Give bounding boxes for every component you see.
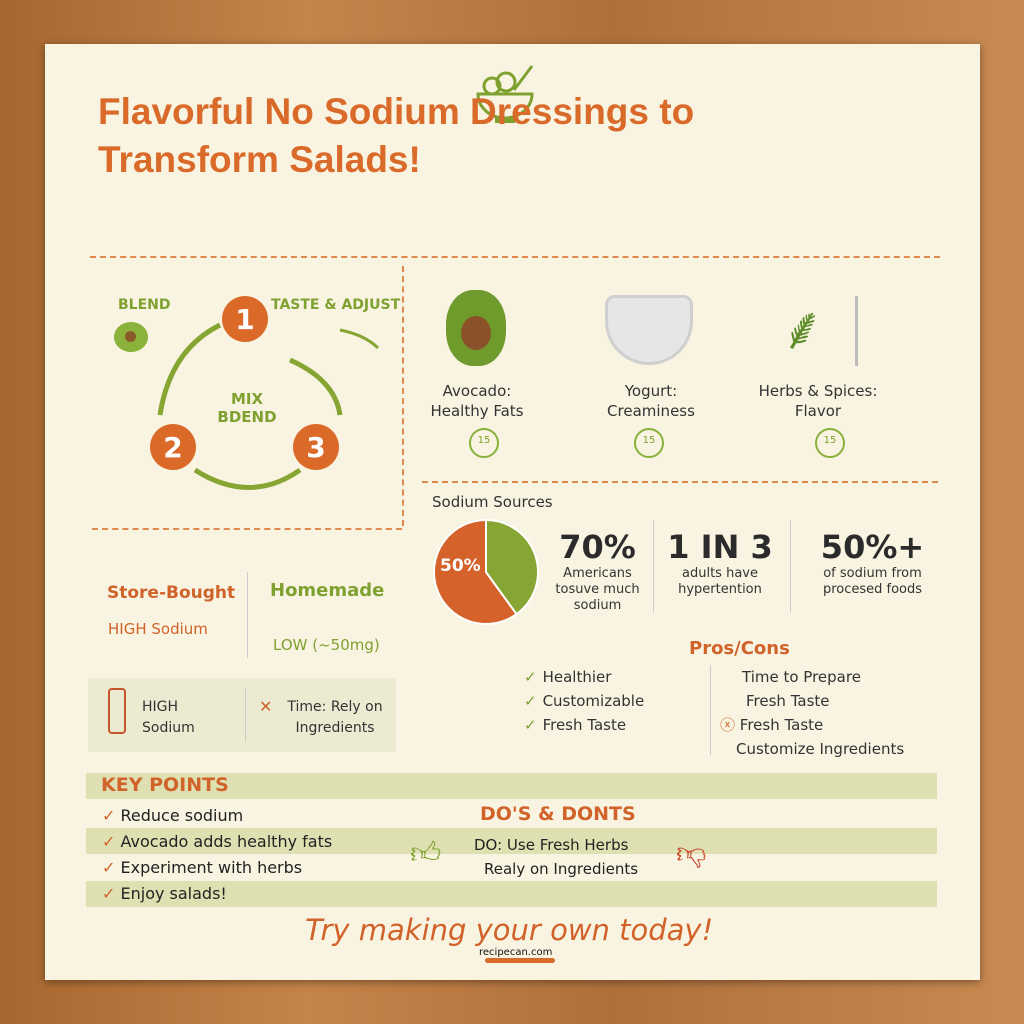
herbs-icon: ⸙ xyxy=(780,294,825,364)
watermark: recipecan.com xyxy=(479,947,553,958)
timer-icon: 15 xyxy=(634,428,664,458)
check-icon: ✓ xyxy=(524,716,537,734)
check-icon: ✓ xyxy=(102,806,121,825)
whisk-icon xyxy=(485,958,555,963)
pie-label: 50% xyxy=(440,556,481,576)
timer-icon: 15 xyxy=(469,428,499,458)
avocado-icon xyxy=(114,322,148,352)
step-1: 1 xyxy=(222,296,268,342)
timer-icon: 15 xyxy=(815,428,845,458)
store-bought-label: Store-Bought xyxy=(107,583,236,603)
blend-label: BLEND xyxy=(118,297,171,313)
step-2: 2 xyxy=(150,424,196,470)
mix-blend-label: MIX BDEND xyxy=(217,390,277,426)
salad-bowl-icon xyxy=(476,65,534,123)
cycle-arrows xyxy=(157,322,380,490)
divider xyxy=(790,520,791,612)
infographic-card xyxy=(45,44,980,980)
sodium-heading: Sodium Sources xyxy=(432,493,553,511)
pros-cons-heading: Pros/Cons xyxy=(689,638,790,659)
thumbs-down-icon: 👎︎ xyxy=(676,836,707,871)
ingredient-herbs: Herbs & Spices: Flavor xyxy=(758,382,878,420)
divider xyxy=(247,572,248,658)
taste-adjust-label: TASTE & ADJUST xyxy=(271,297,401,313)
pie-slice-0 xyxy=(433,518,518,625)
sodium-pie-chart xyxy=(433,518,539,625)
check-icon: ✓ xyxy=(524,668,537,686)
x-circle-icon: ⓧ xyxy=(720,716,740,734)
stat-value: 1 IN 3 xyxy=(667,528,773,566)
cons-list: Time to Prepare Fresh Taste ⓧ Fresh Tast… xyxy=(720,668,905,758)
pie-slice-1 xyxy=(485,518,539,616)
avocado-icon xyxy=(446,290,506,366)
thumbs-up-icon: 👍︎ xyxy=(410,836,442,871)
divider xyxy=(653,520,654,612)
key-points-list: ✓ Reduce sodium ✓ Avocado adds healthy f… xyxy=(102,806,333,903)
spoon-icon xyxy=(855,296,869,366)
page-title: Flavorful No Sodium Dressings to Transfo… xyxy=(98,91,695,180)
check-icon: ✓ xyxy=(102,858,121,877)
divider xyxy=(422,481,938,483)
sodium-comparison-box xyxy=(88,678,396,752)
divider xyxy=(90,256,940,258)
ingredient-yogurt: Yogurt: Creaminess xyxy=(607,382,695,420)
pros-list: ✓ Healthier ✓ Customizable ✓ Fresh Taste xyxy=(524,668,645,734)
check-icon: ✓ xyxy=(102,832,121,851)
call-to-action: Try making your own today! xyxy=(305,913,714,947)
step-3: 3 xyxy=(293,424,339,470)
divider xyxy=(92,528,402,530)
home-level: LOW (~50mg) xyxy=(273,636,380,654)
x-icon: ✕ xyxy=(259,697,273,716)
yogurt-bowl-icon xyxy=(605,295,693,365)
key-points-heading: KEY POINTS xyxy=(101,774,229,796)
ingredient-avocado: Avocado: Healthy Fats xyxy=(430,382,524,420)
check-icon: ✓ xyxy=(102,884,121,903)
store-level: HIGH Sodium xyxy=(108,620,208,638)
homemade-label: Homemade xyxy=(270,580,385,601)
dos-donts-heading: DO'S & DONTS xyxy=(480,803,636,825)
bottle-icon xyxy=(108,688,126,734)
divider xyxy=(402,266,404,526)
check-icon: ✓ xyxy=(524,692,537,710)
stat-value: 50%+ xyxy=(820,528,925,566)
stat-value: 70% xyxy=(559,528,636,566)
